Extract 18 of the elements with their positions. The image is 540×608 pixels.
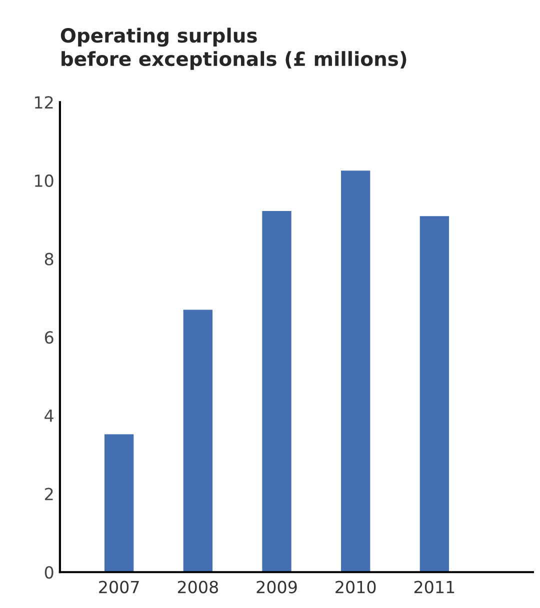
- x-tick-label: 2007: [99, 580, 139, 594]
- y-tick-label: 10: [35, 174, 54, 188]
- x-tick-label: 2008: [178, 580, 218, 594]
- y-tick-label: 2: [45, 488, 53, 500]
- y-tick-label: 4: [44, 410, 54, 422]
- bar: [183, 310, 212, 572]
- y-tick-label: 0: [44, 566, 54, 579]
- bar: [341, 170, 370, 572]
- bar: [104, 434, 134, 572]
- x-tick-label: 2011: [414, 580, 454, 594]
- x-tick-label: 2010: [336, 580, 376, 594]
- x-tick-label: 2009: [256, 580, 297, 594]
- y-tick-label: 8: [44, 252, 54, 266]
- bar: [262, 211, 292, 572]
- chart-title: Operating surplus before exceptionals (£ millions): [60, 28, 406, 70]
- bar: [420, 216, 450, 572]
- y-tick-label: 12: [35, 96, 53, 108]
- y-tick-label: 6: [44, 331, 54, 344]
